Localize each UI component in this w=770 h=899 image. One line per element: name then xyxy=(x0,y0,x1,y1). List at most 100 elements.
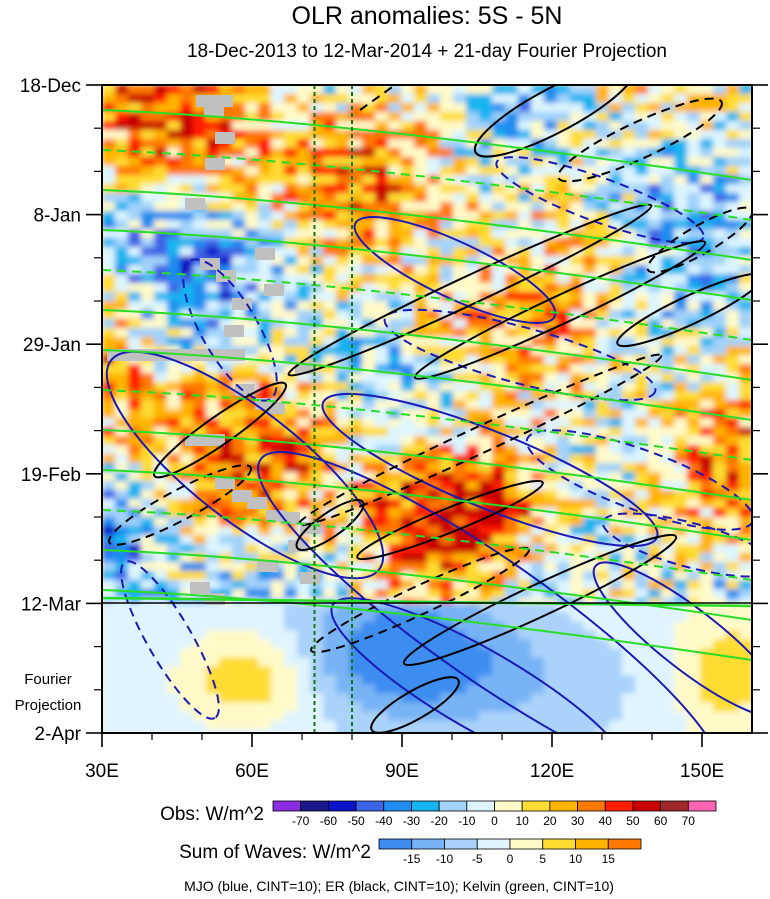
mjo-contour xyxy=(330,597,630,733)
obs-cell xyxy=(466,571,480,581)
obs-cell xyxy=(219,535,233,545)
obs-cell xyxy=(505,391,519,401)
obs-cell xyxy=(440,481,454,491)
obs-cell xyxy=(479,391,493,401)
obs-cell xyxy=(609,211,623,221)
waves-cell xyxy=(414,630,428,641)
obs-cell xyxy=(310,553,324,563)
waves-cell xyxy=(635,720,649,731)
missing-data-cell xyxy=(255,248,275,260)
waves-cell xyxy=(232,630,246,641)
obs-colorbar-swatch xyxy=(411,800,440,812)
obs-cell xyxy=(466,589,480,599)
obs-cell xyxy=(479,580,493,590)
obs-cell xyxy=(219,544,233,554)
obs-cell xyxy=(570,490,584,500)
obs-cell xyxy=(609,544,623,554)
obs-cell xyxy=(297,247,311,257)
obs-cell xyxy=(531,526,545,536)
waves-cell xyxy=(388,711,402,722)
waves-cell xyxy=(141,639,155,650)
obs-cell xyxy=(167,211,181,221)
obs-cell xyxy=(115,256,129,266)
obs-cell xyxy=(180,319,194,329)
obs-cell xyxy=(154,130,168,140)
obs-cell xyxy=(323,346,337,356)
obs-cell xyxy=(427,427,441,437)
obs-cell xyxy=(635,103,649,113)
obs-cell xyxy=(375,229,389,239)
waves-cell xyxy=(570,612,584,623)
mjo-contour xyxy=(495,156,705,244)
obs-cell xyxy=(570,472,584,482)
obs-cell xyxy=(167,283,181,293)
obs-cell xyxy=(427,130,441,140)
obs-cell xyxy=(440,238,454,248)
obs-cell xyxy=(154,202,168,212)
obs-cell xyxy=(414,400,428,410)
waves-cell xyxy=(258,720,272,731)
obs-cell xyxy=(180,148,194,158)
obs-cell xyxy=(219,310,233,320)
obs-cell xyxy=(622,247,636,257)
obs-cell xyxy=(193,364,207,374)
obs-cell xyxy=(427,256,441,266)
obs-cell xyxy=(102,157,116,167)
obs-cell xyxy=(219,445,233,455)
obs-cell xyxy=(687,400,701,410)
waves-cell xyxy=(531,666,545,677)
obs-cell xyxy=(167,328,181,338)
waves-cell xyxy=(440,675,454,686)
obs-cell xyxy=(648,238,662,248)
waves-cell xyxy=(206,603,220,614)
obs-cell xyxy=(362,526,376,536)
obs-cell xyxy=(271,580,285,590)
obs-cell xyxy=(648,247,662,257)
obs-cell xyxy=(635,193,649,203)
obs-cell xyxy=(271,148,285,158)
obs-cell xyxy=(115,454,129,464)
obs-cell xyxy=(674,454,688,464)
obs-cell xyxy=(674,184,688,194)
obs-cell xyxy=(674,472,688,482)
obs-cell xyxy=(115,121,129,131)
waves-cell xyxy=(310,720,324,731)
obs-cell xyxy=(401,580,415,590)
waves-cell xyxy=(219,639,233,650)
obs-cell xyxy=(245,580,259,590)
obs-cell xyxy=(310,238,324,248)
waves-cell xyxy=(531,603,545,614)
obs-cell xyxy=(167,490,181,500)
obs-cell xyxy=(531,490,545,500)
kelvin-contour xyxy=(102,189,752,261)
obs-cell xyxy=(284,220,298,230)
waves-cell xyxy=(661,612,675,623)
obs-cell xyxy=(232,247,246,257)
obs-cell xyxy=(661,193,675,203)
obs-cell xyxy=(375,319,389,329)
obs-cell xyxy=(739,238,752,248)
obs-cell xyxy=(648,139,662,149)
obs-cell xyxy=(297,175,311,185)
obs-cell xyxy=(154,319,168,329)
obs-cell xyxy=(544,508,558,518)
obs-cell xyxy=(674,274,688,284)
obs-cell xyxy=(726,256,740,266)
obs-cell xyxy=(323,517,337,527)
waves-cell xyxy=(362,657,376,668)
waves-cell xyxy=(557,621,571,632)
obs-cell xyxy=(310,472,324,482)
obs-cell xyxy=(193,373,207,383)
obs-cell xyxy=(531,355,545,365)
obs-cell xyxy=(661,121,675,131)
obs-cell xyxy=(102,292,116,302)
waves-cell xyxy=(115,621,129,632)
obs-cell xyxy=(336,112,350,122)
obs-cell xyxy=(154,301,168,311)
waves-cell xyxy=(193,603,207,614)
obs-cell xyxy=(609,193,623,203)
obs-cell xyxy=(232,445,246,455)
obs-cell xyxy=(440,94,454,104)
obs-cell xyxy=(453,265,467,275)
obs-cell xyxy=(570,373,584,383)
